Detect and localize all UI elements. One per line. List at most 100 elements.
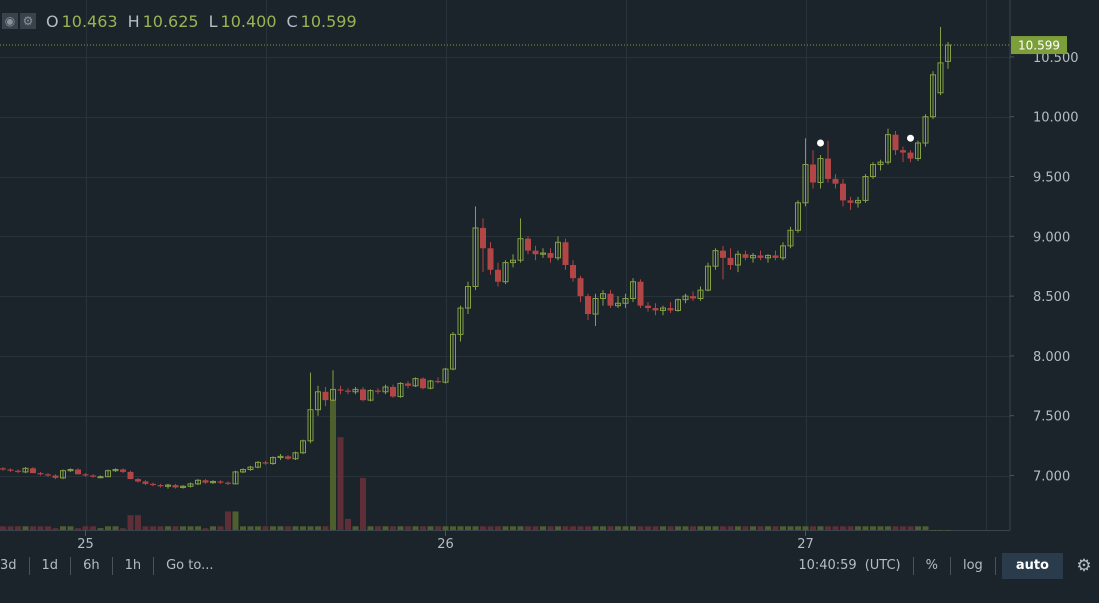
volume-bar xyxy=(780,526,786,530)
candle-body xyxy=(195,479,201,485)
candles xyxy=(0,27,951,489)
candle-body xyxy=(465,286,471,309)
range-button-6h[interactable]: 6h xyxy=(83,558,100,573)
candle-body xyxy=(817,158,824,183)
volume-bar xyxy=(502,526,509,530)
volume-bar xyxy=(630,526,636,530)
volume-bar xyxy=(682,526,689,530)
volume-bar xyxy=(22,526,29,530)
candle-body xyxy=(577,278,584,297)
volume-bar xyxy=(307,526,314,530)
bottom-right-controls: 10:40:59 (UTC) % log auto ⚙ xyxy=(786,553,1099,579)
goto-button[interactable]: Go to... xyxy=(166,558,214,573)
high-value: 10.625 xyxy=(142,11,199,31)
percent-toggle[interactable]: % xyxy=(925,558,938,573)
volume-bar xyxy=(30,526,36,530)
candle-body xyxy=(397,382,404,398)
volume-bar xyxy=(787,526,794,530)
candle-body xyxy=(810,164,816,183)
volume-bar xyxy=(855,526,861,530)
candle-body xyxy=(532,250,539,255)
volume-bar xyxy=(360,478,366,530)
volume-bar xyxy=(600,526,606,530)
price-axis-label: 9.000 xyxy=(1033,230,1070,245)
candle-body xyxy=(697,289,704,299)
range-button-3d[interactable]: 3d xyxy=(0,558,17,573)
volume-bar xyxy=(937,530,944,531)
range-button-1h[interactable]: 1h xyxy=(124,558,142,573)
range-button-1d[interactable]: 1d xyxy=(41,558,59,573)
separator xyxy=(153,557,155,575)
candle-body xyxy=(870,164,876,177)
volume-bar xyxy=(690,526,696,530)
volume-bar xyxy=(0,526,6,530)
volume-bar xyxy=(465,526,471,530)
volume-bar xyxy=(825,526,831,530)
volume-bar xyxy=(532,526,539,530)
volume-bar xyxy=(930,530,936,531)
volume-bar xyxy=(240,526,246,530)
volume-bar xyxy=(877,526,884,530)
volume-bar xyxy=(810,526,816,530)
gear-icon[interactable]: ⚙ xyxy=(20,13,36,29)
candle-body xyxy=(862,176,869,201)
volume-bar xyxy=(900,526,906,530)
volume-bar xyxy=(660,526,666,530)
marker-dot xyxy=(907,134,914,142)
separator xyxy=(912,557,914,575)
candle-body xyxy=(757,255,764,258)
candle-body xyxy=(652,308,659,311)
candle-body xyxy=(337,389,344,391)
marker-dot xyxy=(817,139,824,147)
close-value: 10.599 xyxy=(300,11,357,31)
candle-body xyxy=(150,483,156,486)
chart-grid xyxy=(0,0,1010,530)
volume-bar xyxy=(97,528,104,530)
eye-icon[interactable]: ◉ xyxy=(2,13,18,29)
candle-body xyxy=(570,265,576,279)
volume-bar xyxy=(225,511,231,530)
volume-bar xyxy=(622,526,629,530)
timezone-button[interactable]: (UTC) xyxy=(864,558,901,573)
volume-bar xyxy=(525,526,531,530)
candle-body xyxy=(127,471,134,480)
volume-bar xyxy=(750,526,756,530)
volume-bar xyxy=(832,526,839,530)
log-toggle[interactable]: log xyxy=(962,558,983,573)
gear-icon[interactable]: ⚙ xyxy=(1076,556,1092,576)
volume-bar xyxy=(517,526,524,530)
volume-bar xyxy=(585,526,591,530)
volume-bar xyxy=(60,526,66,530)
candle-body xyxy=(645,305,651,309)
time-axis-label: 27 xyxy=(797,537,814,552)
separator xyxy=(70,557,72,575)
candle-body xyxy=(105,470,111,478)
candle-body xyxy=(37,473,44,475)
candle-body xyxy=(322,391,329,401)
volume-bar xyxy=(607,526,614,530)
volume-bar xyxy=(67,526,74,530)
volume-bar xyxy=(577,526,584,530)
candle-body xyxy=(900,150,906,153)
volume-bar xyxy=(847,526,854,530)
volume-bar xyxy=(480,526,486,530)
last-price-tag: 10.599 xyxy=(1011,36,1067,55)
volume-bar xyxy=(727,526,734,530)
volume-bar xyxy=(202,528,209,530)
candle-body xyxy=(607,293,614,306)
volume-bar xyxy=(330,400,336,530)
volume-bar xyxy=(300,526,306,530)
volume-bar xyxy=(195,526,201,530)
candle-body xyxy=(300,440,306,454)
volume-bar xyxy=(45,526,51,530)
volume-bar xyxy=(405,526,411,530)
volume-bar xyxy=(712,526,719,530)
candle-body xyxy=(592,297,599,315)
auto-toggle[interactable]: auto xyxy=(1001,553,1063,579)
volume-bar xyxy=(667,526,674,530)
last-price-label: 10.599 xyxy=(1018,39,1060,53)
candle-body xyxy=(517,238,524,261)
volume-bar xyxy=(427,526,434,530)
candle-body xyxy=(60,470,66,479)
